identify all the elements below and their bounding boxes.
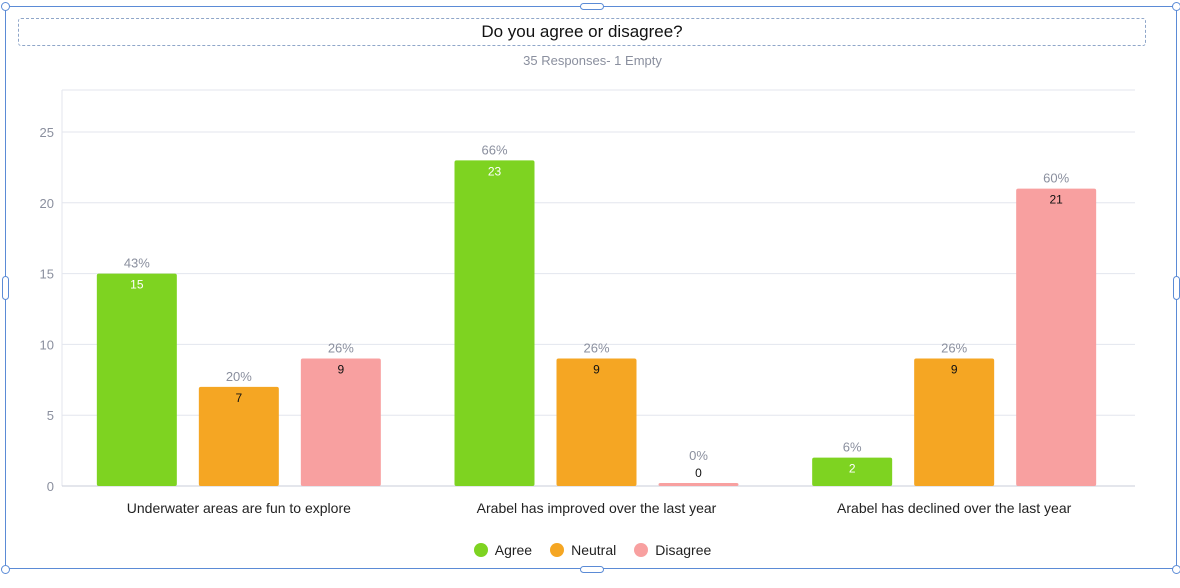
y-tick-label: 0 xyxy=(47,479,54,494)
legend-label: Disagree xyxy=(655,542,712,558)
legend-swatch xyxy=(473,543,488,557)
category-label: Arabel has improved over the last year xyxy=(477,500,717,516)
value-label: 9 xyxy=(593,363,600,377)
legend-swatch xyxy=(550,543,565,557)
value-label: 23 xyxy=(488,164,502,178)
bar-disagree xyxy=(300,358,381,486)
legend-item-disagree[interactable]: Disagree xyxy=(634,542,711,558)
resize-handle-left[interactable] xyxy=(2,276,9,300)
percent-label: 0% xyxy=(689,448,708,463)
percent-label: 43% xyxy=(124,256,150,271)
resize-handle-top[interactable] xyxy=(580,3,604,10)
value-label: 2 xyxy=(849,462,856,476)
bar-agree xyxy=(96,273,177,486)
value-label: 15 xyxy=(130,278,144,292)
bar-disagree xyxy=(1016,188,1097,486)
legend-item-agree[interactable]: Agree xyxy=(473,542,533,558)
bar-agree xyxy=(812,457,893,486)
resize-handle-top-left[interactable] xyxy=(1,2,10,11)
title-box[interactable]: Do you agree or disagree? xyxy=(18,18,1146,46)
y-tick-label: 15 xyxy=(40,267,54,282)
value-label: 9 xyxy=(337,363,344,377)
y-tick-label: 5 xyxy=(47,408,54,423)
chart-subtitle: 35 Responses- 1 Empty xyxy=(523,53,662,68)
percent-label: 6% xyxy=(843,440,862,455)
percent-label: 26% xyxy=(941,341,967,356)
y-tick-label: 10 xyxy=(40,337,54,352)
legend-item-neutral[interactable]: Neutral xyxy=(550,542,616,558)
percent-label: 66% xyxy=(481,142,507,157)
resize-handle-top-right[interactable] xyxy=(1172,2,1180,11)
percent-label: 26% xyxy=(583,341,609,356)
percent-label: 26% xyxy=(328,341,354,356)
value-label: 7 xyxy=(235,391,242,405)
legend-label: Agree xyxy=(494,542,533,558)
bar-disagree xyxy=(658,483,739,486)
percent-label: 20% xyxy=(226,369,252,384)
bar-neutral xyxy=(914,358,995,486)
bar-agree xyxy=(454,160,535,486)
category-label: Underwater areas are fun to explore xyxy=(127,500,351,516)
value-label: 0 xyxy=(695,466,702,480)
resize-handle-bottom-right[interactable] xyxy=(1172,565,1180,574)
y-tick-label: 25 xyxy=(40,125,54,140)
chart-title: Do you agree or disagree? xyxy=(481,22,683,41)
bar-neutral xyxy=(198,386,279,486)
value-label: 9 xyxy=(951,363,958,377)
percent-label: 60% xyxy=(1043,171,1069,186)
resize-handle-bottom[interactable] xyxy=(580,566,604,573)
category-label: Arabel has declined over the last year xyxy=(837,500,1072,516)
resize-handle-bottom-left[interactable] xyxy=(1,565,10,574)
y-tick-label: 20 xyxy=(40,196,54,211)
legend: Agree Neutral Disagree xyxy=(0,542,1180,558)
legend-swatch xyxy=(634,543,649,557)
value-label: 21 xyxy=(1049,193,1063,207)
bar-neutral xyxy=(556,358,637,486)
legend-label: Neutral xyxy=(571,542,617,558)
